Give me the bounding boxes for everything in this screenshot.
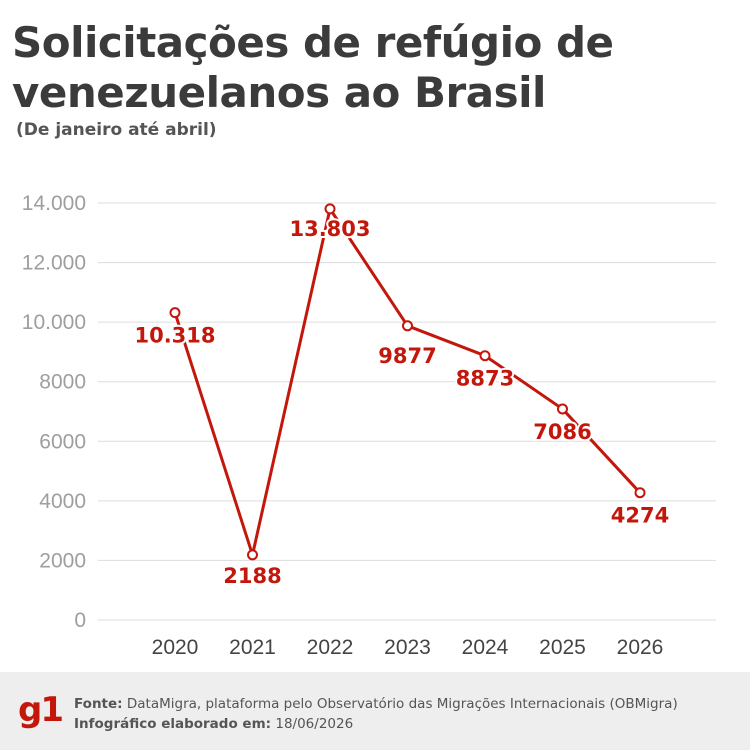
data-point [557,403,568,415]
data-point [169,307,181,319]
data-label: 8873 [456,367,514,391]
y-tick-label: 10.000 [22,311,86,334]
source-note: Fonte: DataMigra, plataforma pelo Observ… [74,694,678,734]
x-tick-label: 2022 [307,636,354,659]
x-tick-label: 2020 [152,636,199,659]
source-text: DataMigra, plataforma pelo Observatório … [126,696,678,712]
data-point [479,350,491,362]
data-point [324,203,336,215]
date-label: Infográfico elaborado em: [74,716,272,732]
data-label: 4274 [611,504,669,528]
y-tick-label: 4000 [39,490,86,513]
y-tick-label: 2000 [39,549,86,572]
date-text: 18/06/2026 [275,716,354,732]
data-label: 7086 [533,420,591,444]
data-labels: 10.318 2188 13.803 9877 8873 7086 4274 [132,215,671,590]
y-tick-label: 14.000 [22,192,86,215]
source-label: Fonte: [74,696,123,712]
x-tick-label: 2021 [229,636,276,659]
x-tick-label: 2026 [617,636,664,659]
y-tick-label: 0 [74,609,86,632]
y-tick-label: 6000 [39,430,86,453]
footer: g1 Fonte: DataMigra, plataforma pelo Obs… [0,672,750,750]
g1-logo: g1 [18,690,64,730]
data-point [402,320,413,332]
data-label: 13.803 [289,217,370,241]
data-points [169,203,646,561]
data-label: 9877 [378,344,436,368]
data-label: 2188 [223,564,281,588]
x-tick-label: 2024 [462,636,509,659]
chart-subtitle: (De janeiro até abril) [16,120,217,140]
gridlines [98,202,716,621]
data-point [247,549,258,561]
y-tick-label: 8000 [39,371,86,394]
line-chart: 0 2000 4000 6000 8000 10.000 12.000 14.000 2020… [22,192,716,659]
y-tick-label: 12.000 [22,252,86,275]
data-point [634,487,646,499]
x-tick-label: 2025 [539,636,586,659]
x-tick-label: 2023 [384,636,431,659]
x-axis-ticks: 2020 2021 2022 2023 2024 2025 2026 [152,636,664,659]
y-axis-ticks: 0 2000 4000 6000 8000 10.000 12.000 14.000 [22,192,86,632]
data-label: 10.318 [134,324,215,348]
chart-title: Solicitações de refúgio de venezuelanos … [12,18,614,117]
